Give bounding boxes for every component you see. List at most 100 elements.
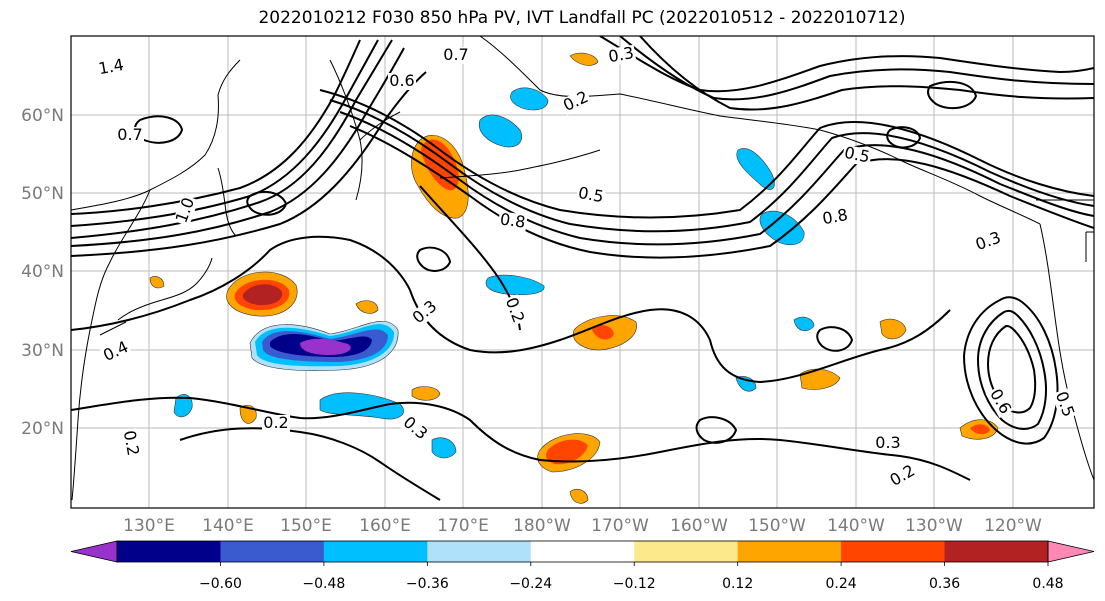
contour-east-low-2: [976, 309, 1047, 430]
contour-label-bg: [95, 56, 127, 79]
lat-label: 40°N: [21, 262, 64, 282]
lat-label: 20°N: [21, 419, 64, 439]
anomaly-cold-bering-2: [510, 87, 549, 111]
anomaly-warm-coast-core: [970, 424, 990, 435]
contour-label: 0.3: [607, 43, 635, 66]
contour-2: [71, 39, 379, 227]
contour-north-2: [619, 36, 1094, 101]
colorbar-tick-label: −0.36: [406, 576, 449, 592]
anomaly-warm-midpac-core: [592, 325, 614, 340]
contour-north-3: [639, 36, 1094, 111]
map-frame: [70, 35, 1095, 509]
contour-low-1: [71, 235, 411, 331]
contour-label-bg: [172, 194, 199, 227]
contour-label: 0.7: [443, 45, 468, 64]
colorbar-segment: [841, 541, 946, 562]
contour-east-low-3: [986, 324, 1037, 414]
contour-label: 0.6: [389, 71, 414, 90]
lon-label: 140°W: [827, 516, 885, 536]
colorbar: −0.60 −0.48 −0.36 −0.24 −0.12 0.12 0.24 0.36 0.4…: [70, 540, 1095, 592]
contour-mid-small: [816, 326, 854, 352]
coast-kamchatka: [329, 59, 401, 201]
anomaly-warm-south-core: [546, 439, 588, 465]
contour-label-bg: [116, 127, 144, 144]
anomaly-warm-small-1: [411, 386, 441, 401]
contour-jet-1: [319, 89, 1094, 219]
coast-north-america: [1039, 223, 1094, 481]
contour-5: [71, 71, 427, 257]
contour-label-bg: [398, 413, 432, 445]
latitude-labels: 60°N 50°N 40°N 30°N 20°N: [21, 106, 64, 439]
contour-label-bg: [559, 88, 593, 116]
lat-label: 50°N: [21, 184, 64, 204]
lon-label: 160°E: [359, 516, 411, 536]
figure-title: 2022010212 F030 850 hPa PV, IVT Landfall…: [258, 8, 906, 28]
colorbar-extend-max: [1047, 540, 1095, 563]
map-panel: 1.40.70.60.70.31.0 0.80.50.20.50.80.30.40…: [70, 35, 1095, 509]
contour-label-bg: [501, 294, 528, 327]
contour-label-bg: [442, 47, 470, 64]
contour-jet-2: [329, 99, 1094, 233]
colorbar-tick-label: 0.36: [929, 576, 960, 592]
anomaly-cold-small-1: [793, 316, 815, 332]
colorbar-segment: [220, 541, 325, 562]
contour-east-gulf-2: [886, 126, 922, 149]
contour-label: 0.2: [120, 429, 143, 457]
anomaly-warm-east: [799, 368, 841, 390]
lon-label: 140°E: [202, 516, 254, 536]
lat-label: 60°N: [21, 106, 64, 126]
anomaly-warm-small-4: [569, 52, 599, 66]
coast-alaska: [479, 36, 1041, 225]
lon-label: 170°W: [591, 516, 649, 536]
shaded-anomalies: [149, 52, 999, 504]
contour-label-bg: [388, 73, 416, 90]
colorbar-tick-label: 0.24: [826, 576, 857, 592]
contour-low-2: [409, 289, 951, 384]
colorbar-tick-label: −0.60: [199, 576, 242, 592]
contour-jet-4: [349, 125, 1094, 259]
contour-label-bg: [841, 144, 873, 167]
colorbar-tick-label: −0.24: [509, 576, 552, 592]
colorbar-tick-label: −0.12: [613, 576, 656, 592]
lon-label: 130°W: [905, 516, 963, 536]
lat-label: 30°N: [21, 341, 64, 361]
contour-label-bg: [819, 206, 851, 229]
anomaly-cold-alaska-coast: [736, 148, 775, 190]
colorbar-segment: [634, 541, 739, 562]
lon-label: 120°W: [984, 516, 1042, 536]
lon-label: 180°W: [513, 516, 571, 536]
pv-contours: [71, 36, 1094, 501]
contour-low-3: [71, 396, 971, 481]
contour-label-bg: [497, 211, 528, 232]
contour-mid-small-2: [416, 246, 452, 272]
colorbar-tick-label: 0.12: [722, 576, 753, 592]
contour-east-gulf: [927, 80, 978, 110]
colorbar-tick-label: −0.48: [302, 576, 345, 592]
contour-label-bg: [1051, 388, 1078, 421]
contour-label: 1.4: [97, 55, 125, 78]
contour-label: 0.2: [263, 413, 288, 432]
contour-4: [71, 47, 405, 247]
colorbar-segment: [427, 541, 532, 562]
contour-jet-3: [339, 111, 1094, 246]
colorbar-segment: [530, 541, 635, 562]
contour-label-bg: [605, 44, 637, 67]
colorbar-extend-min: [70, 540, 118, 563]
colorbar-segment: [737, 541, 842, 562]
contour-label-bg: [119, 427, 142, 459]
contour-low-4: [179, 427, 441, 501]
longitude-labels: 130°E 140°E 150°E 160°E 170°E 180°W 170°W 160°W…: [123, 516, 1042, 536]
colorbar-segment: [323, 541, 428, 562]
contour-label-bg: [262, 415, 290, 432]
anomaly-warm-small-3: [239, 405, 257, 424]
contour-hawaii-area: [695, 416, 738, 444]
contour-label: 0.8: [821, 205, 849, 228]
contour-label-bg: [985, 385, 1015, 419]
contour-label: 0.5: [843, 143, 872, 167]
anomaly-warm-east-2: [879, 318, 907, 340]
lon-label: 150°E: [280, 516, 332, 536]
contour-labels: 1.40.70.60.70.31.0 0.80.50.20.50.80.30.40…: [95, 43, 1078, 491]
contour-label-bg: [99, 338, 133, 366]
contour-label-bg: [972, 228, 1005, 255]
